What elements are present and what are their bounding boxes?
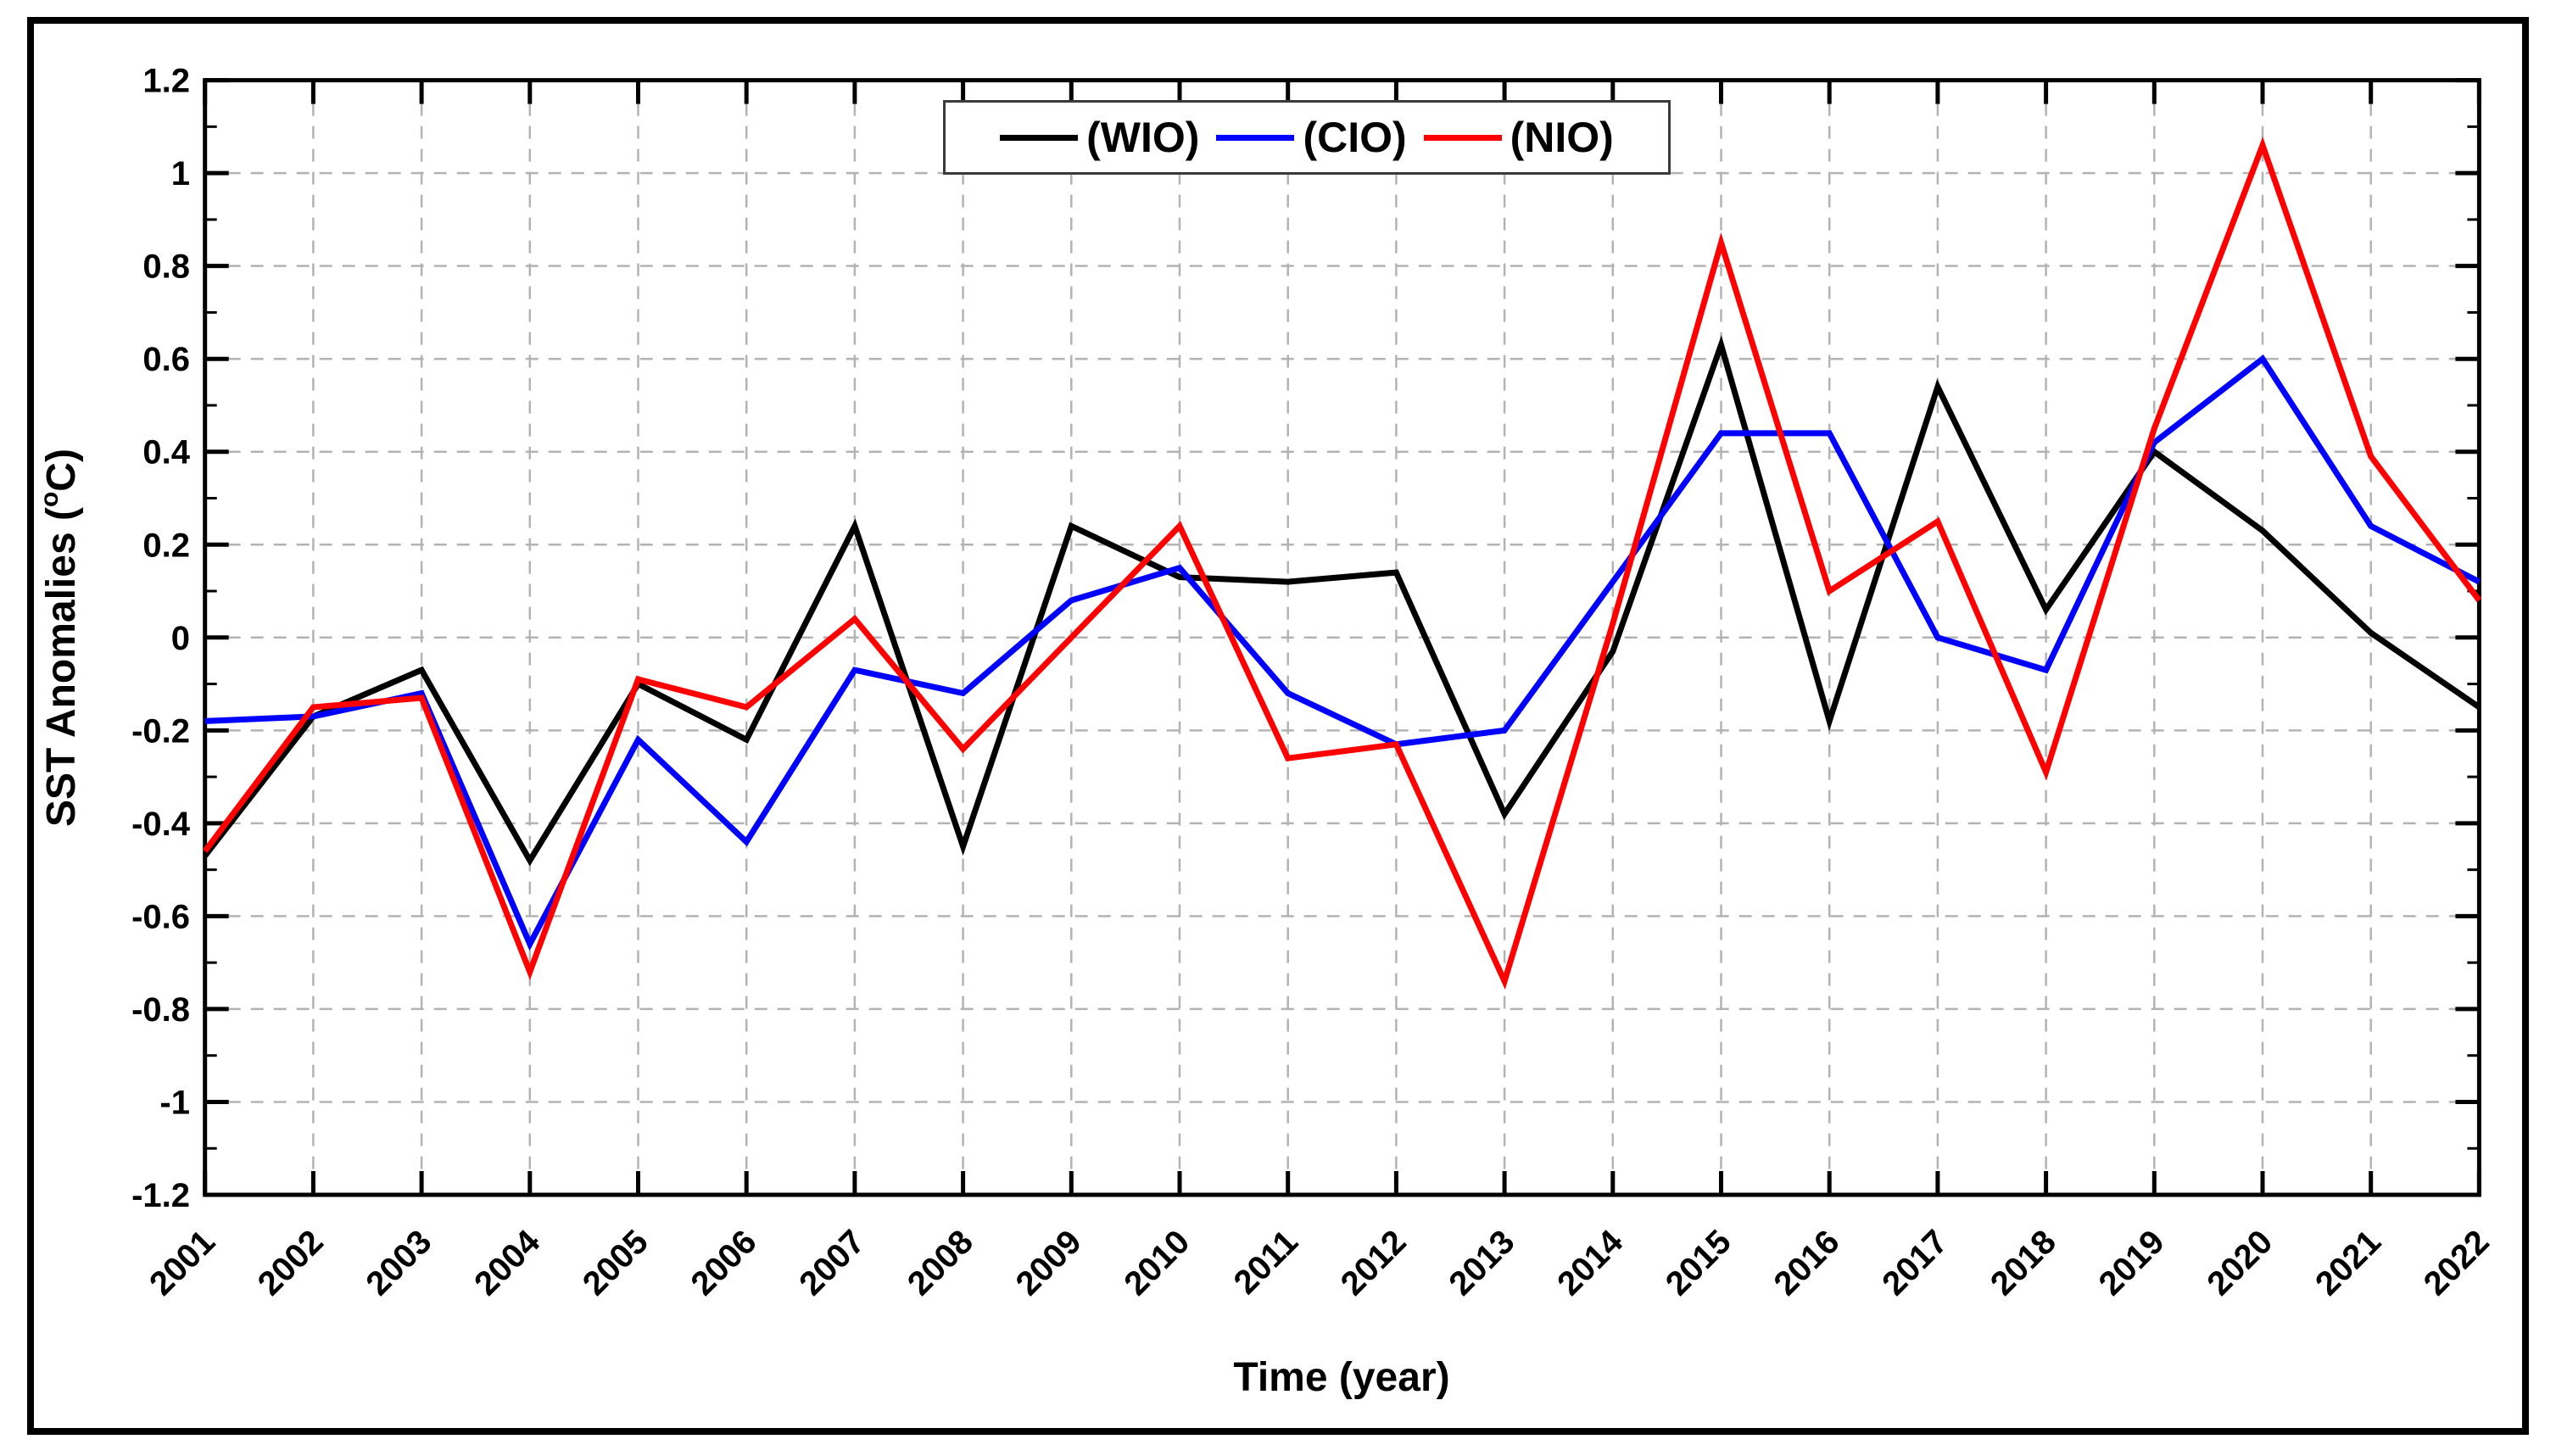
y-tick-label: 0 [171,620,190,657]
cio-line-swatch [1216,134,1295,141]
x-tick-label: 2008 [901,1223,980,1303]
x-tick-label: 2001 [142,1223,222,1303]
y-tick-label: -1.2 [131,1177,190,1214]
x-tick-label: 2006 [684,1223,764,1303]
x-tick-label: 2009 [1009,1223,1089,1303]
legend-label-nio: (NIO) [1510,114,1614,161]
y-tick-label: -0.4 [131,806,191,843]
x-tick-label: 2002 [251,1223,331,1303]
y-axis-label: SST Anomalies (oC) [36,256,87,1019]
x-tick-label: 2021 [2308,1223,2388,1303]
series-line-nio [202,137,2482,990]
x-tick-label: 2011 [1227,1223,1305,1301]
y-tick-label: 1 [171,155,190,192]
nio-line-swatch [1423,134,1502,141]
x-tick-label: 2005 [576,1223,656,1303]
y-tick-label: -0.6 [131,898,190,935]
y-tick-label: -0.2 [131,712,190,750]
plot-border [203,78,2481,1197]
y-tick-label: 1.2 [142,63,190,100]
x-tick-label: 2019 [2092,1223,2172,1303]
series-line-cio [204,354,2481,951]
figure-border [27,17,2529,1435]
legend-label-wio: (WIO) [1086,114,1200,161]
y-tick-label: 0.8 [142,248,190,286]
x-tick-label: 2010 [1117,1223,1197,1303]
x-tick-label: 2016 [1767,1223,1847,1303]
x-tick-label: 2014 [1550,1223,1631,1303]
x-axis-label: Time (year) [1233,1355,1450,1400]
y-axis-label-text-end: C) [39,449,84,492]
legend-label-cio: (CIO) [1303,114,1407,161]
series-line-wio [202,335,2481,867]
y-axis-label-superscript: o [36,491,64,508]
x-tick-label: 2018 [1984,1223,2063,1303]
x-tick-label: 2004 [467,1223,548,1303]
x-tick-label: 2015 [1659,1223,1738,1303]
x-tick-label: 2007 [792,1223,872,1303]
x-tick-label: 2012 [1334,1223,1414,1303]
wio-line-swatch [1000,134,1079,141]
y-tick-label: -0.8 [131,991,190,1029]
y-axis-label-text: SST Anomalies ( [39,507,84,827]
y-tick-label: 0.6 [142,341,190,378]
legend-item-nio: (NIO) [1423,114,1614,161]
x-tick-label: 2020 [2200,1223,2280,1303]
x-tick-label: 2017 [1875,1223,1955,1303]
legend-item-cio: (CIO) [1216,114,1407,161]
legend: (WIO) (CIO) (NIO) [943,100,1671,175]
y-tick-label: -1 [159,1084,190,1121]
x-tick-label: 2013 [1442,1223,1521,1303]
y-tick-label: 0.2 [142,527,190,564]
x-tick-label: 2022 [2417,1223,2497,1303]
x-tick-label: 2003 [359,1223,438,1303]
legend-item-wio: (WIO) [1000,116,1199,159]
y-tick-label: 0.4 [142,434,190,471]
